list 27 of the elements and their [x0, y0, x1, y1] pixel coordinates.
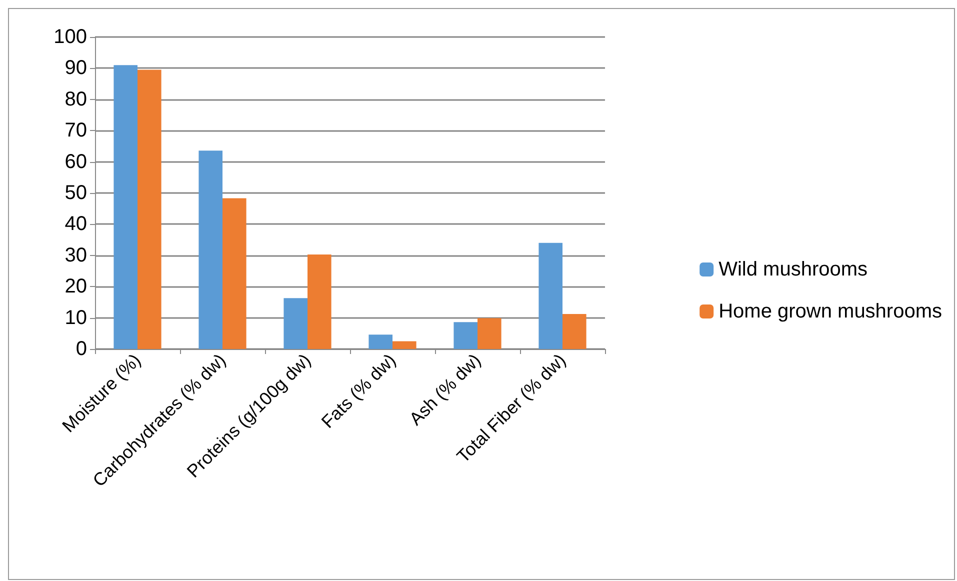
- bar: [368, 334, 392, 349]
- y-tick-label: 20: [64, 276, 87, 298]
- x-tick-label: Ash (% dw): [405, 350, 485, 430]
- legend-label: Wild mushrooms: [718, 258, 868, 280]
- bar: [222, 198, 246, 349]
- legend-label: Home grown mushrooms: [718, 300, 942, 322]
- bar: [138, 70, 162, 349]
- bar: [308, 254, 332, 349]
- bar: [562, 314, 586, 349]
- y-tick-label: 60: [64, 150, 87, 173]
- y-tick-label: 90: [64, 57, 87, 80]
- bar: [392, 341, 416, 349]
- bar: [454, 322, 478, 349]
- y-tick-label: 30: [64, 244, 87, 266]
- x-tick-label: Fats (% dw): [318, 350, 400, 432]
- y-tick-label: 50: [64, 182, 87, 204]
- y-tick-label: 10: [64, 306, 87, 329]
- y-tick-label: 40: [64, 213, 87, 236]
- y-tick-label: 100: [54, 26, 87, 48]
- bar: [478, 318, 502, 349]
- bar: [284, 298, 308, 349]
- y-tick-label: 0: [76, 338, 87, 360]
- y-tick-label: 70: [64, 120, 87, 142]
- bar: [198, 150, 222, 349]
- bar: [538, 242, 562, 349]
- y-tick-label: 80: [64, 88, 87, 110]
- bar: [114, 65, 138, 349]
